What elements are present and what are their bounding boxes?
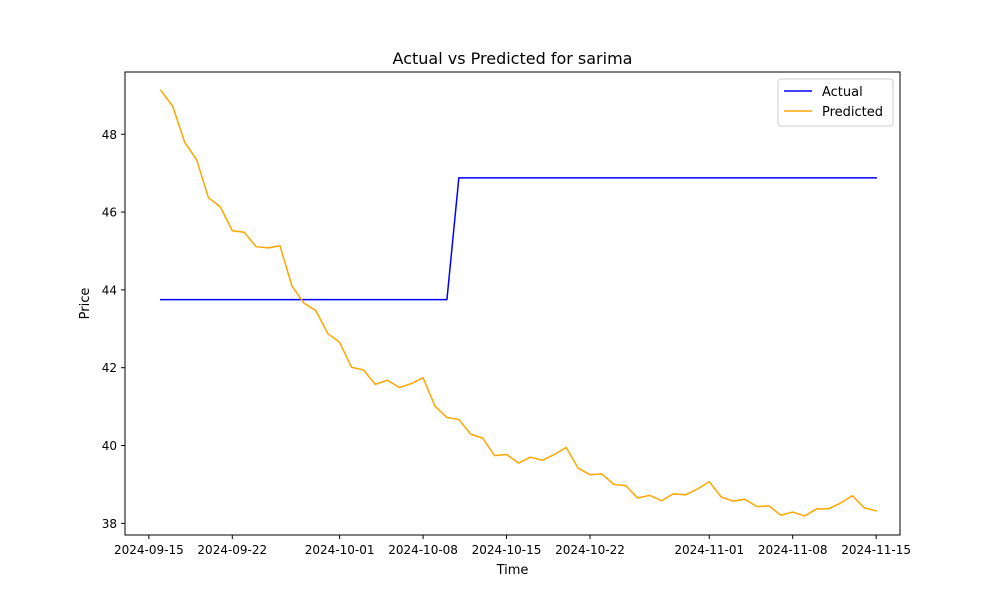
- x-tick-label: 2024-10-08: [388, 543, 458, 557]
- x-tick-label: 2024-11-08: [758, 543, 828, 557]
- x-axis: 2024-09-15 2024-09-22 2024-10-01 2024-10-08…: [114, 535, 911, 557]
- x-tick-label: 2024-10-22: [555, 543, 625, 557]
- y-tick-label: 38: [102, 517, 117, 531]
- series-line-actual: [160, 177, 877, 301]
- plot-area: [159, 89, 878, 517]
- chart-title: Actual vs Predicted for sarima: [393, 49, 633, 68]
- y-tick-label: 44: [102, 283, 117, 297]
- plot-frame: [124, 71, 901, 536]
- x-tick-label: 2024-10-15: [472, 543, 542, 557]
- x-tick-label: 2024-09-22: [197, 543, 267, 557]
- legend: Actual Predicted: [777, 78, 894, 127]
- x-tick-label: 2024-10-01: [305, 543, 375, 557]
- y-tick-label: 42: [102, 361, 117, 375]
- y-axis: 38 40 42 44 46 48: [102, 128, 125, 531]
- x-tick-label: 2024-09-15: [114, 543, 184, 557]
- y-tick-label: 48: [102, 128, 117, 142]
- legend-label-predicted: Predicted: [822, 105, 883, 120]
- legend-label-actual: Actual: [822, 85, 863, 100]
- x-tick-label: 2024-11-01: [674, 543, 744, 557]
- series-line-predicted: [159, 89, 878, 517]
- y-tick-label: 40: [102, 439, 117, 453]
- y-tick-label: 46: [102, 206, 117, 220]
- y-axis-label: Price: [78, 288, 93, 320]
- x-axis-label: Time: [496, 563, 529, 578]
- x-tick-label: 2024-11-15: [841, 543, 911, 557]
